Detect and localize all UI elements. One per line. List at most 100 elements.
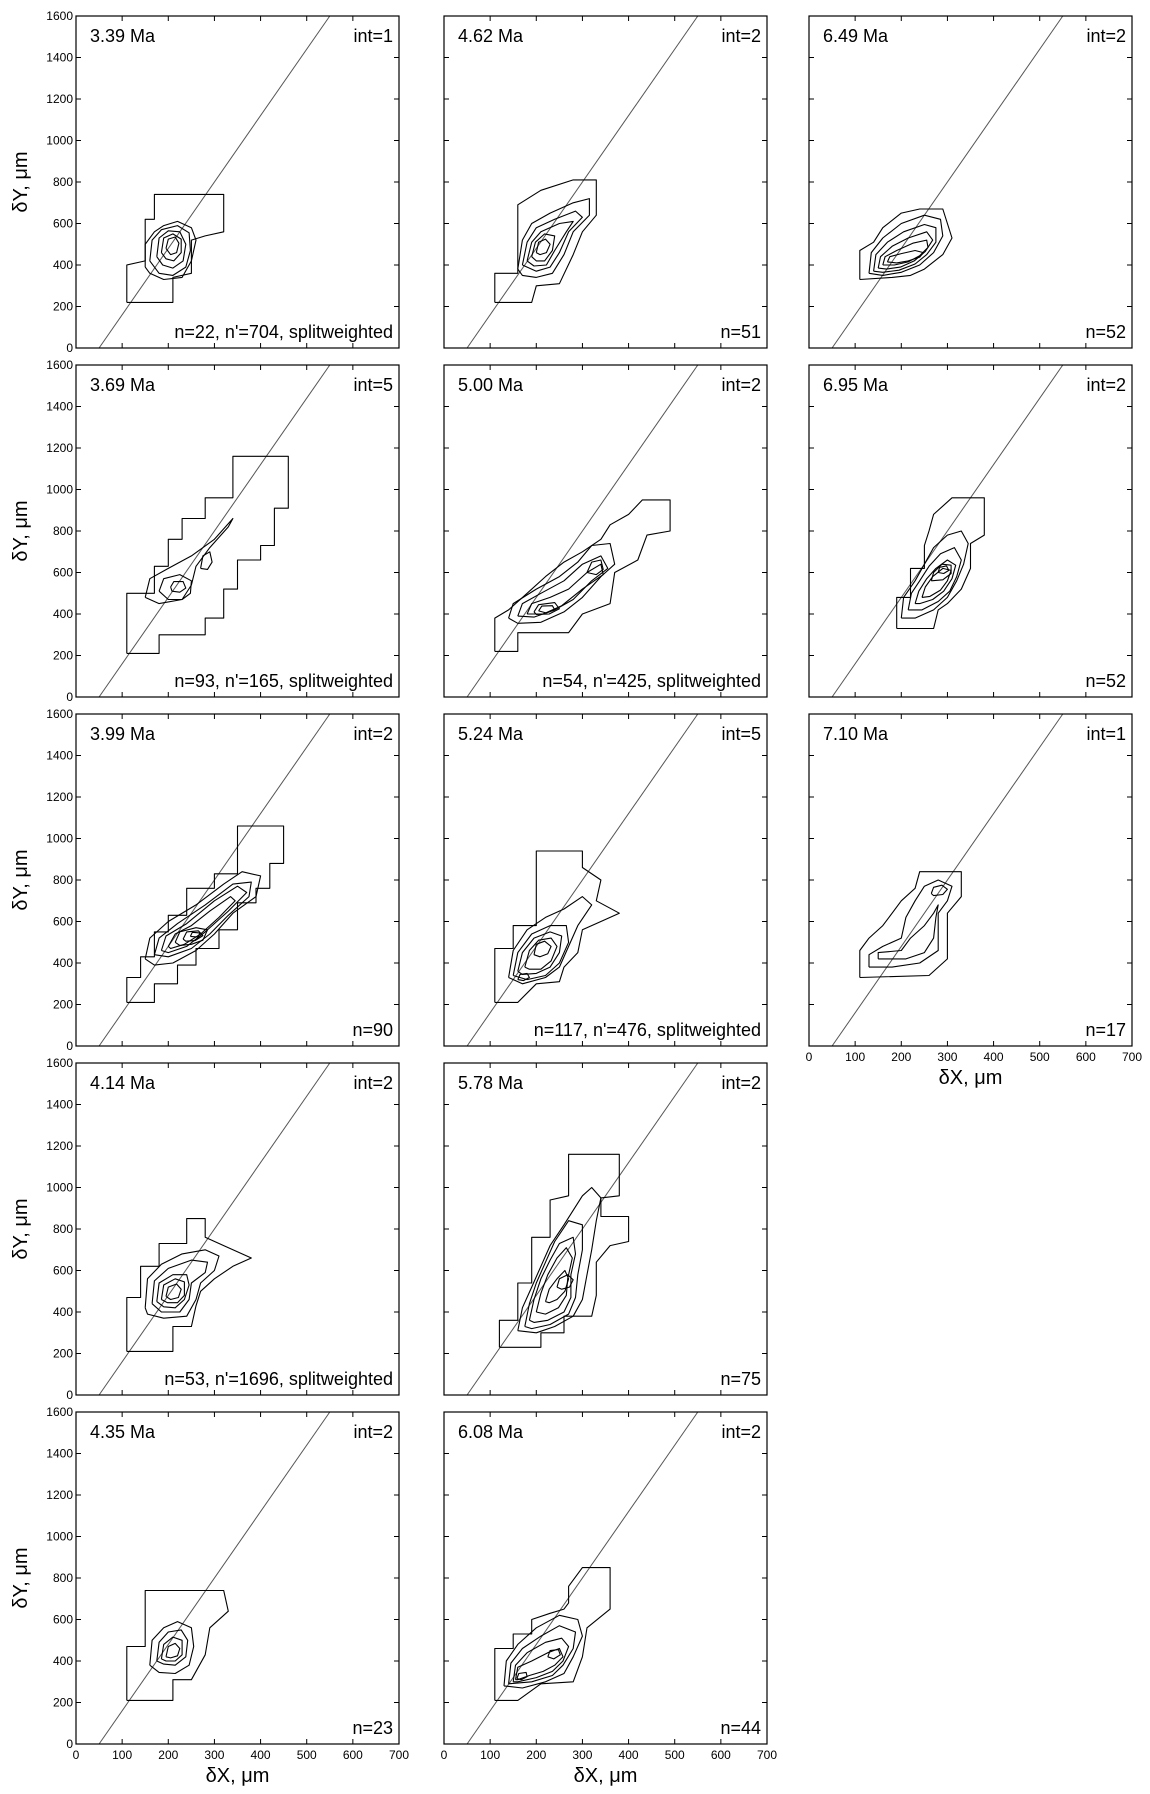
int-label: int=1 <box>353 26 393 46</box>
panel-399: 0 200 400 600 800 1000 1200 1400 1600 3.99 Ma int=… <box>10 707 400 1053</box>
contour-line-1 <box>126 825 285 1003</box>
x-tick-label: 300 <box>937 1050 957 1064</box>
plot-frame <box>808 15 1133 349</box>
count-label: n=52 <box>1085 671 1126 691</box>
y-tick-label: 1400 <box>46 400 73 414</box>
contour-line-4 <box>914 559 957 605</box>
y-axis-title: δY, μm <box>10 1198 32 1259</box>
int-label: int=2 <box>353 724 393 744</box>
contour-line-2 <box>144 220 197 281</box>
panel-524: 5.24 Ma int=5 n=117, n'=476, splitweighted <box>443 713 768 1047</box>
count-label: n=54, n'=425, splitweighted <box>542 671 761 691</box>
contour-line-8 <box>189 931 201 938</box>
contour-line-3 <box>517 555 609 618</box>
panel-608: 0 100 200 300 400 500 600 700 6.08 Ma int=2 n=44 δX… <box>441 1411 777 1787</box>
y-tick-label: 400 <box>53 956 73 970</box>
plot-frame <box>443 1411 768 1745</box>
plot-frame <box>75 713 400 1047</box>
x-tick-label: 500 <box>297 1748 317 1762</box>
contour-line-3 <box>156 1629 189 1666</box>
int-label: int=2 <box>1086 26 1126 46</box>
contour-line-4 <box>156 230 187 269</box>
y-axis-title: δY, μm <box>10 1547 32 1608</box>
contour-line-1 <box>126 193 225 303</box>
contour-line-3 <box>151 1259 209 1313</box>
y-tick-label: 800 <box>53 175 73 189</box>
x-tick-label: 700 <box>389 1748 409 1762</box>
diagonal-line <box>98 364 331 698</box>
contour-line-4 <box>156 1274 190 1309</box>
contour-line-4 <box>160 885 248 954</box>
diagonal-line <box>466 364 699 698</box>
contour-line-3 <box>153 881 252 958</box>
count-label: n=17 <box>1085 1020 1126 1040</box>
contour-line-3 <box>512 925 570 981</box>
y-tick-label: 200 <box>53 649 73 663</box>
x-axis-title: δX, μm <box>574 1765 638 1787</box>
x-tick-label: 200 <box>526 1748 546 1762</box>
contour-line-4 <box>160 1636 183 1662</box>
contour-line-1 <box>126 1589 229 1701</box>
y-tick-label: 600 <box>53 915 73 929</box>
y-tick-label: 1600 <box>46 1056 73 1070</box>
diagonal-line <box>831 364 1064 698</box>
x-tick-label: 400 <box>984 1050 1004 1064</box>
y-axis-title: δY, μm <box>10 151 32 212</box>
y-tick-label: 1400 <box>46 1447 73 1461</box>
x-tick-label: 500 <box>1030 1050 1050 1064</box>
count-label: n=51 <box>720 322 761 342</box>
contour-line-7 <box>586 559 604 576</box>
count-label: n=90 <box>352 1020 393 1040</box>
diagonal-line <box>831 713 1064 1047</box>
x-tick-label: 100 <box>480 1748 500 1762</box>
y-tick-label: 1400 <box>46 51 73 65</box>
y-tick-label: 200 <box>53 998 73 1012</box>
count-label: n=117, n'=476, splitweighted <box>534 1020 761 1040</box>
plot-frame <box>75 15 400 349</box>
contour-line-6 <box>165 236 180 256</box>
y-tick-label: 200 <box>53 1696 73 1710</box>
diagonal-line <box>466 713 699 1047</box>
x-tick-label: 200 <box>158 1748 178 1762</box>
contour-line-1 <box>896 497 985 630</box>
count-label: n=93, n'=165, splitweighted <box>174 671 393 691</box>
panel-500: 5.00 Ma int=2 n=54, n'=425, splitweighted <box>443 364 768 698</box>
plot-frame <box>808 713 1133 1047</box>
contour-line-6 <box>535 238 551 256</box>
contour-line-1 <box>859 208 953 281</box>
contour-line-4 <box>930 884 948 897</box>
age-label: 5.00 Ma <box>458 375 524 395</box>
contour-line-2 <box>144 871 262 966</box>
count-label: n=44 <box>720 1718 761 1738</box>
contour-line-7 <box>556 1274 574 1290</box>
int-label: int=1 <box>1086 724 1126 744</box>
panel-578: 5.78 Ma int=2 n=75 <box>443 1062 768 1396</box>
contour-line-6 <box>533 940 552 958</box>
contour-line-6 <box>544 1269 570 1304</box>
int-label: int=2 <box>353 1422 393 1442</box>
contour-line-2 <box>503 1614 583 1689</box>
panel-695: 6.95 Ma int=2 n=52 <box>808 364 1133 698</box>
int-label: int=2 <box>1086 375 1126 395</box>
y-tick-label: 1000 <box>46 483 73 497</box>
count-label: n=23 <box>352 1718 393 1738</box>
int-label: int=5 <box>353 375 393 395</box>
y-tick-label: 1000 <box>46 832 73 846</box>
age-label: 7.10 Ma <box>823 724 889 744</box>
age-label: 6.08 Ma <box>458 1422 524 1442</box>
count-label: n=53, n'=1696, splitweighted <box>164 1369 393 1389</box>
contour-line-2 <box>144 517 234 605</box>
contour-line-3 <box>907 547 962 611</box>
contour-line-2 <box>900 530 969 619</box>
x-tick-label: 700 <box>757 1748 777 1762</box>
x-tick-label: 600 <box>711 1748 731 1762</box>
contour-line-5 <box>200 551 213 570</box>
y-tick-label: 400 <box>53 258 73 272</box>
y-tick-label: 200 <box>53 300 73 314</box>
contour-line-5 <box>524 937 558 970</box>
contour-line-5 <box>531 233 556 262</box>
contour-line-5 <box>882 239 929 266</box>
contour-line-3 <box>508 1625 577 1685</box>
plot-frame <box>443 15 768 349</box>
